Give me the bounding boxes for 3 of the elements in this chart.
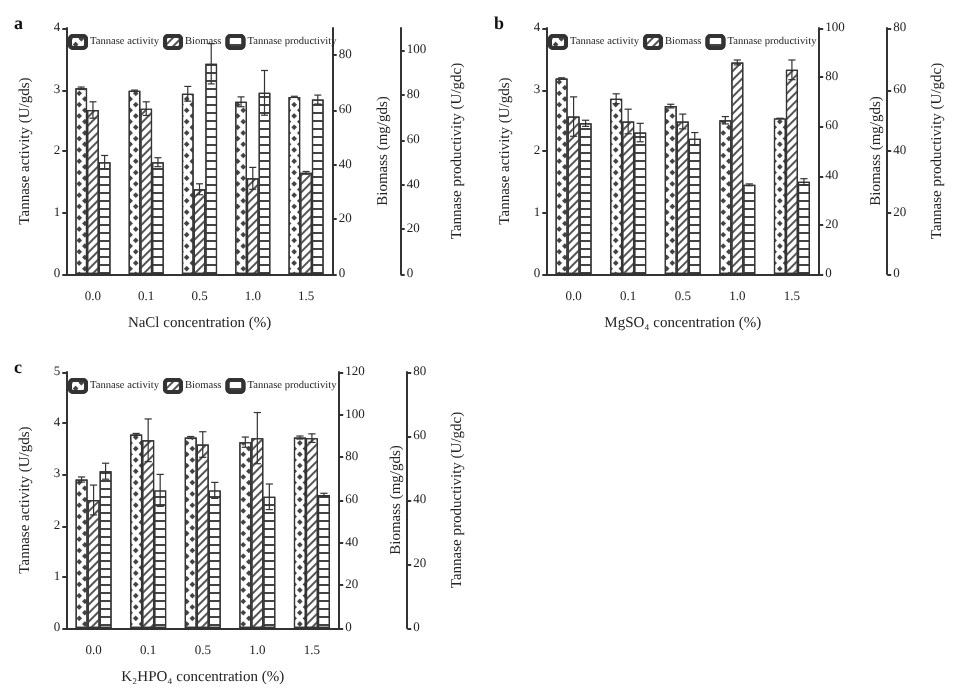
chart-title: a [14, 13, 24, 33]
chart-title: b [494, 13, 505, 33]
chart-title: c [14, 357, 22, 377]
